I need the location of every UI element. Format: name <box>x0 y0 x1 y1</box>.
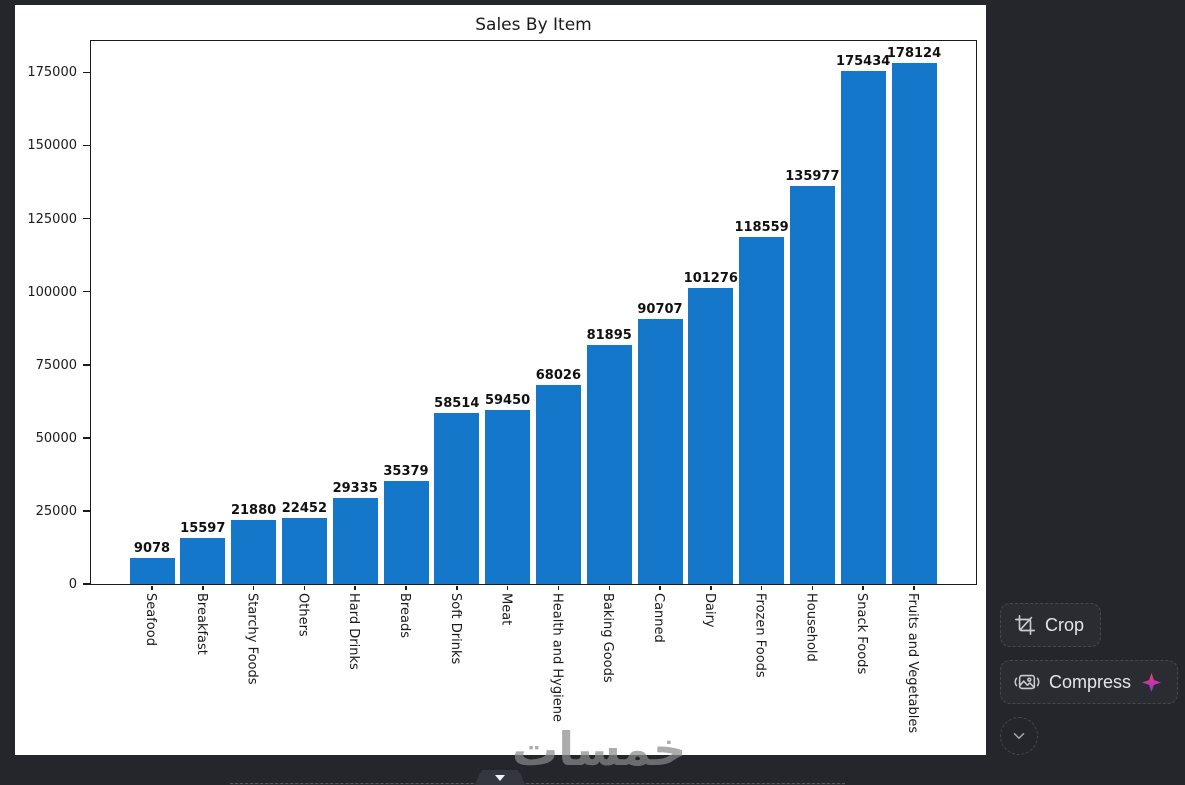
x-axis-tick-label: Canned <box>651 593 666 643</box>
bar-value-label: 90707 <box>637 301 683 317</box>
x-axis-tick-mark <box>760 585 763 590</box>
x-axis-tick-label: Frozen Foods <box>752 593 768 678</box>
bar <box>637 318 683 584</box>
x-axis-tick-label: Soft Drinks <box>447 593 463 665</box>
x-axis-tick-label: Starchy Foods <box>244 593 260 685</box>
bar <box>231 520 277 584</box>
bar <box>281 518 327 584</box>
y-axis-tick-label: 125000 <box>27 211 77 227</box>
x-axis-tick-mark <box>659 585 661 590</box>
y-axis-tick-mark <box>82 144 90 147</box>
y-axis-tick-label: 0 <box>68 577 77 592</box>
bottom-panel-tab[interactable] <box>475 770 525 785</box>
x-axis-tick-mark <box>710 585 712 590</box>
x-axis-tick-mark <box>202 585 204 590</box>
bar-value-label: 29335 <box>332 481 378 497</box>
x-axis-tick-mark <box>811 585 814 590</box>
x-axis-tick-label: Household <box>803 593 819 662</box>
y-axis-tick-mark <box>82 437 90 439</box>
x-axis-tick-mark <box>303 585 306 590</box>
sparkle-icon <box>1142 672 1162 692</box>
compress-button-label: Compress <box>1049 671 1132 692</box>
x-axis-tick-label: Snack Foods <box>854 593 870 675</box>
x-axis: Seafood Breakfast Starchy Foods Others Hard … <box>90 593 977 755</box>
bar-value-label: 178124 <box>886 46 942 62</box>
y-axis-tick-label: 100000 <box>27 284 77 300</box>
y-axis-tick-label: 50000 <box>35 430 77 446</box>
bar-value-label: 135977 <box>785 169 840 185</box>
x-axis-tick-mark <box>151 585 153 590</box>
chart-title: Sales By Item <box>475 15 592 35</box>
bar-value-label: 15597 <box>180 521 226 537</box>
y-axis-tick-label: 25000 <box>35 503 77 519</box>
x-axis-tick-mark <box>506 585 509 590</box>
x-axis-tick-mark <box>913 585 915 590</box>
bar <box>180 538 226 584</box>
bar-value-label: 59450 <box>484 393 531 409</box>
bar-value-label: 35379 <box>383 463 429 479</box>
crop-button-label: Crop <box>1045 614 1085 635</box>
x-axis-tick-label: Fruits and Vegetables <box>905 593 920 734</box>
bar-value-label: 81895 <box>586 327 632 343</box>
y-axis-tick-mark <box>82 583 90 585</box>
bar-value-label: 118559 <box>734 220 789 236</box>
x-axis-tick-label: Baking Goods <box>600 593 616 683</box>
plot-area: 9078 15597 21880 22452 29335 35379 58514 59450 6… <box>82 40 977 590</box>
x-axis-tick-mark <box>252 585 255 590</box>
x-axis-tick-mark <box>557 585 560 590</box>
y-axis-tick-mark <box>82 71 90 74</box>
bar <box>891 63 937 584</box>
caret-down-icon <box>495 775 505 781</box>
bottom-panel-divider <box>230 783 845 785</box>
compress-button[interactable]: Compress <box>1000 660 1179 704</box>
x-axis-tick-label: Meat <box>498 593 514 626</box>
bar-value-label: 21880 <box>230 503 277 518</box>
compress-image-icon <box>1014 671 1040 693</box>
bar-value-label: 22452 <box>281 501 327 517</box>
x-axis-tick-label: Breakfast <box>193 593 209 655</box>
x-axis-tick-label: Others <box>295 593 311 637</box>
bar <box>789 186 835 584</box>
bar <box>383 480 429 584</box>
x-axis-tick-mark <box>862 585 864 590</box>
x-axis-tick-mark <box>405 585 407 590</box>
bar <box>485 410 531 584</box>
y-axis-tick-mark <box>82 290 90 293</box>
x-axis-tick-mark <box>354 585 356 590</box>
y-axis-tick-mark <box>82 364 90 366</box>
y-axis-tick-label: 150000 <box>27 138 77 154</box>
x-axis-tick-label: Hard Drinks <box>346 593 362 670</box>
x-axis-tick-label: Health and Hygiene <box>549 593 565 722</box>
bar <box>739 237 785 584</box>
y-axis-tick-mark <box>82 510 90 512</box>
chevron-down-icon <box>1010 727 1028 745</box>
y-axis-tick-label: 175000 <box>27 65 77 81</box>
bar <box>434 412 480 584</box>
bar <box>688 287 734 584</box>
bar-value-label: 68026 <box>535 368 581 384</box>
crop-icon <box>1014 614 1036 636</box>
image-canvas: Sales By Item 0 25000 50000 75000 100000 1250… <box>15 5 986 755</box>
x-axis-tick-mark <box>456 585 458 590</box>
bar-value-label: 175434 <box>836 54 891 69</box>
expand-more-button[interactable] <box>1000 717 1038 755</box>
bar <box>332 498 378 584</box>
bar-value-label: 58514 <box>434 395 480 411</box>
bar <box>586 344 632 584</box>
y-axis: 0 25000 50000 75000 100000 125000 150000 175000 <box>15 40 77 592</box>
bar <box>535 385 581 584</box>
y-axis-tick-mark <box>82 217 90 220</box>
x-axis-tick-mark <box>608 585 610 590</box>
y-axis-tick-label: 75000 <box>35 357 77 373</box>
x-axis-tick-label: Seafood <box>143 593 158 646</box>
bar-value-label: 101276 <box>683 270 738 286</box>
bar-value-label: 9078 <box>133 540 171 556</box>
bar <box>840 71 886 584</box>
crop-button[interactable]: Crop <box>1000 603 1102 647</box>
x-axis-tick-label: Dairy <box>701 593 717 628</box>
bar <box>129 557 175 584</box>
x-axis-tick-label: Breads <box>397 593 412 638</box>
